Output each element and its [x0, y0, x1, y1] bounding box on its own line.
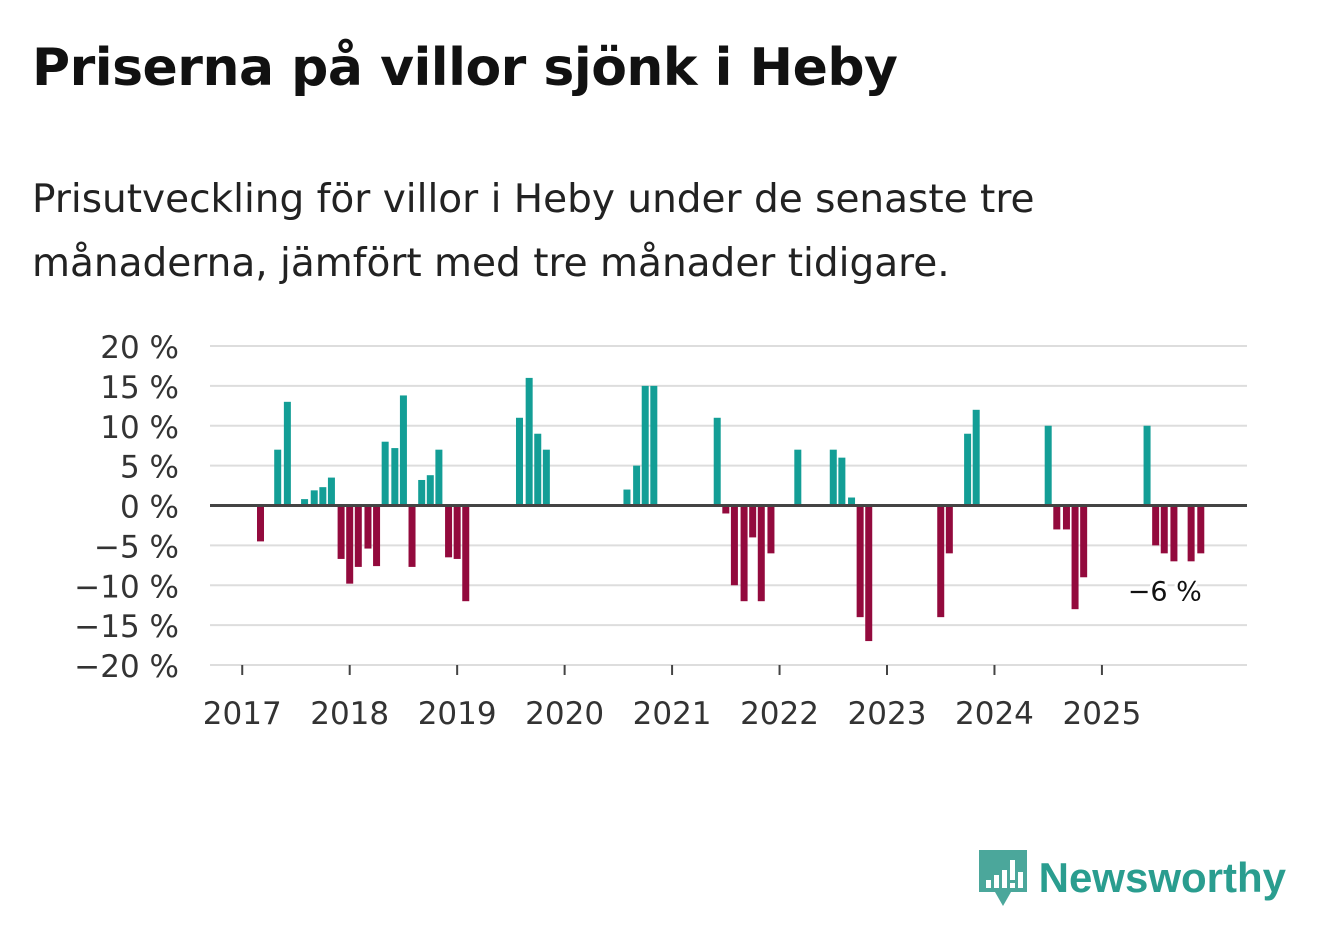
y-axis-ticks: 20 % 15 % 10 % 5 % 0 %−5 % −10 % −15 % −20 % — [74, 330, 179, 685]
chart-title: Priserna på villor sjönk i Heby — [32, 38, 898, 98]
bar — [848, 497, 856, 506]
bar — [633, 465, 641, 506]
bar — [1062, 505, 1070, 530]
y-tick-label: −20 % — [74, 649, 179, 685]
bar — [972, 409, 980, 506]
bar — [462, 505, 470, 602]
x-tick-label: 2019 — [418, 696, 497, 732]
newsworthy-logo-icon — [978, 850, 1027, 906]
bar — [445, 505, 453, 558]
x-tick-label: 2022 — [740, 696, 819, 732]
bar — [408, 505, 416, 567]
bar — [453, 505, 461, 559]
y-tick-label: 15 % — [100, 370, 179, 406]
bar — [525, 377, 533, 506]
y-tick-label: −15 % — [74, 609, 179, 645]
bar — [856, 505, 864, 618]
bar — [650, 385, 658, 506]
brand-name: Newsworthy — [1038, 854, 1286, 901]
x-tick-label: 2017 — [203, 696, 282, 732]
bar — [730, 505, 738, 586]
chart-subtitle: Prisutveckling för villor i Heby under d… — [32, 177, 1035, 286]
bar — [1170, 505, 1178, 562]
bar — [1080, 505, 1088, 578]
bar — [426, 475, 434, 506]
y-tick-label: 10 % — [100, 410, 179, 446]
bar — [1143, 425, 1151, 506]
x-axis-ticks: 2017 2018 2019 2020 2021 2022 2023 2024 2025 — [203, 665, 1141, 732]
y-tick-label: −5 % — [94, 529, 179, 565]
bar — [641, 385, 649, 506]
bar — [301, 499, 309, 506]
bar — [964, 433, 972, 506]
annotations: −6 % — [1125, 573, 1205, 610]
x-tick-label: 2023 — [848, 696, 927, 732]
last-value-label: −6 % — [1128, 576, 1202, 607]
bar — [1187, 505, 1195, 562]
x-tick-label: 2020 — [525, 696, 604, 732]
bar — [542, 449, 550, 506]
y-tick-label: 0 % — [120, 490, 179, 526]
x-tick-label: 2024 — [955, 696, 1034, 732]
bar — [337, 505, 345, 559]
bar — [1053, 505, 1061, 530]
y-tick-label: 20 % — [100, 330, 179, 366]
bar — [257, 505, 265, 542]
bar — [534, 433, 542, 506]
bar — [283, 401, 291, 506]
brand-logo: Newsworthy — [977, 848, 1286, 908]
bar — [767, 505, 775, 554]
bar — [346, 505, 354, 584]
bar — [364, 505, 372, 549]
y-tick-label: −10 % — [74, 569, 179, 605]
bar — [391, 448, 399, 506]
bar — [1160, 505, 1168, 554]
bar — [399, 395, 407, 506]
bars — [257, 377, 1205, 642]
bar — [749, 505, 757, 538]
bar — [937, 505, 945, 618]
x-tick-label: 2021 — [633, 696, 712, 732]
x-tick-label: 2018 — [310, 696, 389, 732]
bar — [354, 505, 362, 567]
bar — [1197, 505, 1205, 554]
x-tick-label: 2025 — [1062, 696, 1141, 732]
bar — [1071, 505, 1079, 610]
bar — [722, 505, 730, 514]
bar — [1152, 505, 1160, 546]
bar — [274, 449, 282, 506]
bar — [865, 505, 873, 642]
bar — [757, 505, 765, 602]
bar — [623, 489, 631, 506]
bar — [327, 477, 335, 506]
bar — [1044, 425, 1052, 506]
bar — [435, 449, 443, 506]
bar — [418, 479, 426, 506]
y-tick-label: 5 % — [120, 450, 179, 486]
bar — [838, 457, 846, 506]
bar — [319, 487, 327, 506]
bar — [373, 505, 381, 567]
bar-chart: 20 % 15 % 10 % 5 % 0 %−5 % −10 % −15 % −20 % 20… — [74, 330, 1247, 732]
bar — [310, 490, 318, 506]
bar — [740, 505, 748, 602]
bar — [945, 505, 953, 554]
bar — [794, 449, 802, 506]
bar — [829, 449, 837, 506]
bar — [381, 441, 389, 506]
bar — [713, 417, 721, 506]
bar — [515, 417, 523, 506]
